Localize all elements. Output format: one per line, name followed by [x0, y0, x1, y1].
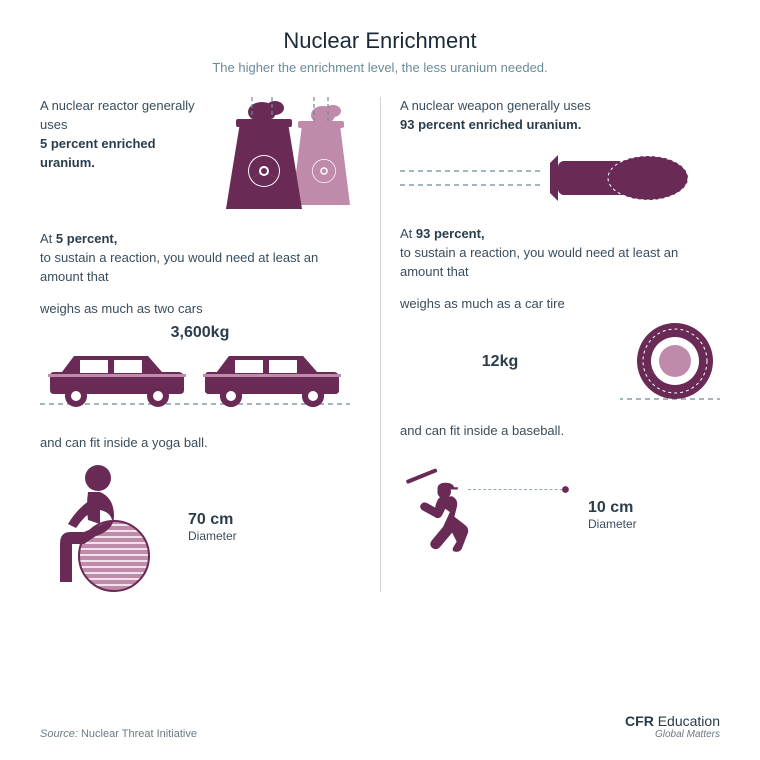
bomb-icon — [400, 151, 700, 207]
left-weight-value: 3,600kg — [40, 324, 360, 342]
baseball-batter-icon — [400, 450, 570, 580]
right-intro-bold: 93 percent enriched uranium. — [400, 117, 581, 132]
left-fit: and can fit inside a yoga ball. — [40, 435, 360, 450]
right-weight-value: 12kg — [400, 353, 600, 371]
left-sustain-bold: 5 percent, — [56, 231, 117, 246]
tire-icon — [620, 319, 720, 409]
left-diameter-label: Diameter — [188, 529, 237, 543]
brand-tagline: Global Matters — [625, 729, 720, 740]
left-diameter-block: 70 cm Diameter — [40, 462, 360, 592]
left-sustain-pre: At — [40, 231, 52, 246]
footer-source: Source: Nuclear Threat Initiative — [40, 728, 197, 740]
right-hero: A nuclear weapon generally uses 93 perce… — [400, 97, 720, 207]
right-intro: A nuclear weapon generally uses 93 perce… — [400, 97, 720, 143]
right-diameter-label: Diameter — [588, 517, 637, 531]
source-label: Source: — [40, 728, 78, 740]
left-intro-pre: A nuclear reactor generally uses — [40, 98, 195, 132]
right-weighs: weighs as much as a car tire — [400, 296, 720, 311]
page-title: Nuclear Enrichment — [40, 28, 720, 54]
right-column: A nuclear weapon generally uses 93 perce… — [380, 97, 720, 592]
brand-rest: Education — [658, 713, 720, 729]
source-value: Nuclear Threat Initiative — [81, 728, 197, 740]
left-hero: A nuclear reactor generally uses 5 perce… — [40, 97, 360, 212]
left-sustain: At 5 percent, to sustain a reaction, you… — [40, 230, 360, 287]
columns: A nuclear reactor generally uses 5 perce… — [40, 97, 720, 592]
page-subtitle: The higher the enrichment level, the les… — [40, 60, 720, 75]
left-weighs: weighs as much as two cars — [40, 301, 360, 316]
left-sustain-post: to sustain a reaction, you would need at… — [40, 250, 318, 284]
right-sustain-pre: At — [400, 226, 412, 241]
column-divider — [380, 97, 381, 592]
right-sustain-post: to sustain a reaction, you would need at… — [400, 245, 678, 279]
left-intro: A nuclear reactor generally uses 5 perce… — [40, 97, 198, 172]
footer: Source: Nuclear Threat Initiative CFR Ed… — [40, 713, 720, 740]
right-diameter-value: 10 cm — [588, 499, 637, 517]
right-sustain-bold: 93 percent, — [416, 226, 485, 241]
left-diameter-text: 70 cm Diameter — [188, 511, 237, 543]
right-intro-pre: A nuclear weapon generally uses — [400, 98, 591, 113]
cars-icon — [40, 346, 350, 416]
right-diameter-text: 10 cm Diameter — [588, 499, 637, 531]
left-intro-bold: 5 percent enriched uranium. — [40, 136, 156, 170]
right-fit: and can fit inside a baseball. — [400, 423, 720, 438]
yoga-ball-icon — [40, 462, 170, 592]
footer-brand: CFR Education Global Matters — [625, 713, 720, 740]
right-sustain: At 93 percent, to sustain a reaction, yo… — [400, 225, 720, 282]
left-column: A nuclear reactor generally uses 5 perce… — [40, 97, 380, 592]
cooling-towers-icon — [210, 97, 360, 212]
right-diameter-block: 10 cm Diameter — [400, 450, 720, 580]
left-diameter-value: 70 cm — [188, 511, 237, 529]
infographic-container: Nuclear Enrichment The higher the enrich… — [0, 0, 760, 760]
brand-bold: CFR — [625, 713, 654, 729]
